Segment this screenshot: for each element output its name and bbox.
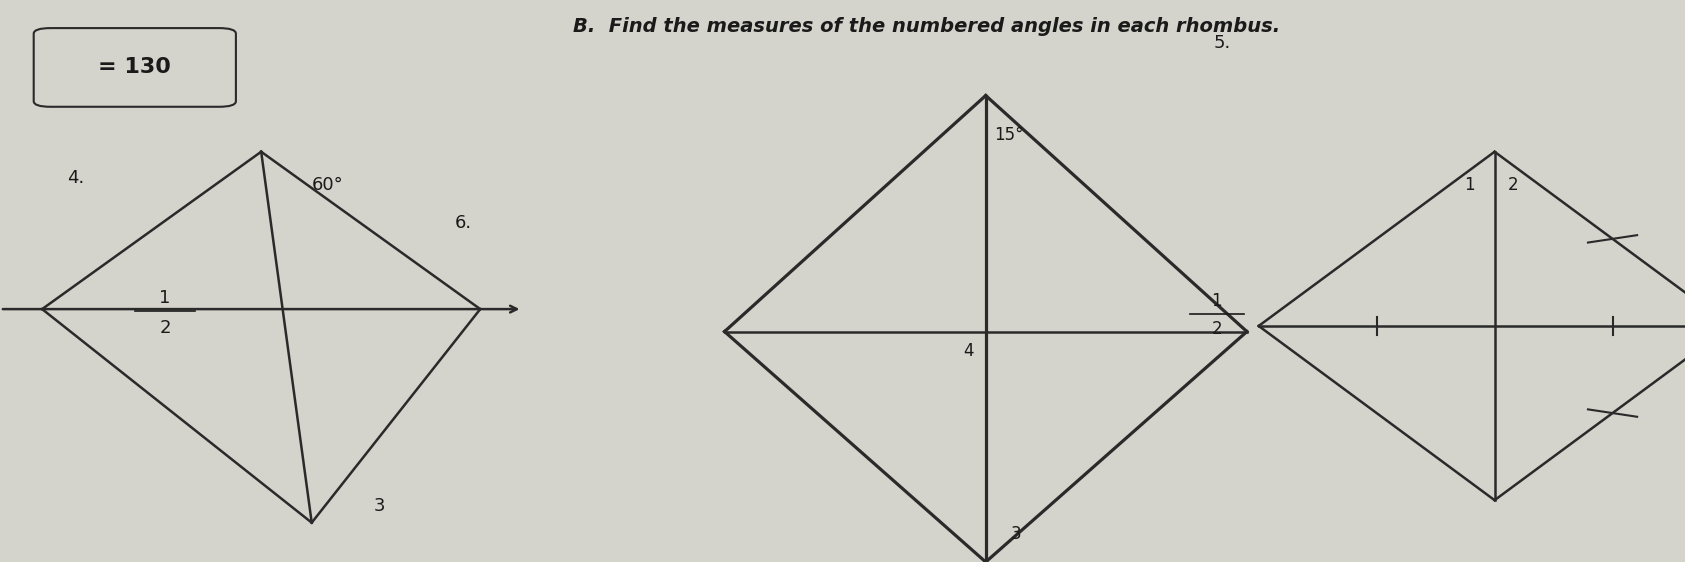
Text: 2: 2 <box>1508 176 1518 194</box>
Text: 1: 1 <box>1212 292 1222 310</box>
Text: 1: 1 <box>1464 176 1474 194</box>
Text: 60°: 60° <box>312 176 344 194</box>
Text: 5.: 5. <box>1213 34 1230 52</box>
Text: 4: 4 <box>964 342 974 360</box>
Text: = 130: = 130 <box>98 57 172 78</box>
Text: 3: 3 <box>374 497 384 515</box>
FancyBboxPatch shape <box>34 28 236 107</box>
Text: 1: 1 <box>160 289 170 307</box>
Text: 4.: 4. <box>67 169 84 187</box>
Text: 15°: 15° <box>994 126 1024 144</box>
Text: 2: 2 <box>1212 320 1222 338</box>
Text: 3: 3 <box>1011 525 1021 543</box>
Text: B.  Find the measures of the numbered angles in each rhombus.: B. Find the measures of the numbered ang… <box>573 17 1281 36</box>
Text: 6.: 6. <box>455 214 472 232</box>
Text: 2: 2 <box>160 319 170 337</box>
